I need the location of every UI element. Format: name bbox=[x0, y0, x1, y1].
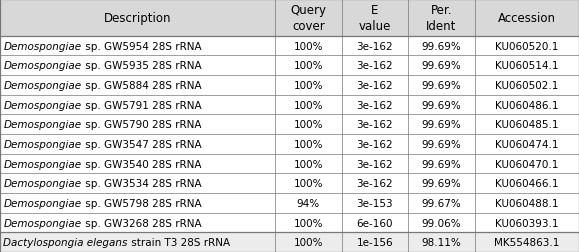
Text: KU060502.1: KU060502.1 bbox=[495, 81, 559, 90]
Text: 3e-153: 3e-153 bbox=[357, 198, 393, 208]
Text: sp. GW3540 28S rRNA: sp. GW3540 28S rRNA bbox=[82, 159, 201, 169]
Text: Demospongiae: Demospongiae bbox=[3, 218, 82, 228]
Text: Accession: Accession bbox=[498, 12, 556, 25]
Text: 3e-162: 3e-162 bbox=[357, 120, 393, 130]
Text: Demospongiae: Demospongiae bbox=[3, 41, 82, 51]
Text: KU060514.1: KU060514.1 bbox=[495, 61, 559, 71]
Text: sp. GW5954 28S rRNA: sp. GW5954 28S rRNA bbox=[82, 41, 201, 51]
Text: sp. GW5884 28S rRNA: sp. GW5884 28S rRNA bbox=[82, 81, 201, 90]
Text: Query
cover: Query cover bbox=[290, 4, 327, 33]
Text: MK554863.1: MK554863.1 bbox=[494, 237, 559, 247]
Text: sp. GW3547 28S rRNA: sp. GW3547 28S rRNA bbox=[82, 139, 201, 149]
Text: KU060486.1: KU060486.1 bbox=[495, 100, 559, 110]
Text: sp. GW5790 28S rRNA: sp. GW5790 28S rRNA bbox=[82, 120, 201, 130]
Text: KU060485.1: KU060485.1 bbox=[495, 120, 559, 130]
Text: 100%: 100% bbox=[294, 81, 323, 90]
Text: Demospongiae: Demospongiae bbox=[3, 61, 82, 71]
Text: 3e-162: 3e-162 bbox=[357, 159, 393, 169]
Text: Demospongiae: Demospongiae bbox=[3, 159, 82, 169]
Text: E
value: E value bbox=[359, 4, 391, 33]
Bar bbox=[0, 232, 579, 252]
Text: Demospongiae: Demospongiae bbox=[3, 178, 82, 188]
Text: Demospongiae: Demospongiae bbox=[3, 120, 82, 130]
Text: Demospongiae: Demospongiae bbox=[3, 139, 82, 149]
Text: Demospongiae: Demospongiae bbox=[3, 100, 82, 110]
Text: 3e-162: 3e-162 bbox=[357, 178, 393, 188]
Text: strain T3 28S rRNA: strain T3 28S rRNA bbox=[128, 237, 230, 247]
Text: KU060393.1: KU060393.1 bbox=[495, 218, 559, 228]
Text: sp. GW5791 28S rRNA: sp. GW5791 28S rRNA bbox=[82, 100, 201, 110]
Text: 100%: 100% bbox=[294, 178, 323, 188]
Text: sp. GW5935 28S rRNA: sp. GW5935 28S rRNA bbox=[82, 61, 201, 71]
Text: 100%: 100% bbox=[294, 159, 323, 169]
Text: 99.69%: 99.69% bbox=[422, 41, 461, 51]
Text: 1e-156: 1e-156 bbox=[357, 237, 393, 247]
Text: KU060466.1: KU060466.1 bbox=[495, 178, 559, 188]
Text: sp. GW5798 28S rRNA: sp. GW5798 28S rRNA bbox=[82, 198, 201, 208]
Text: sp. GW3268 28S rRNA: sp. GW3268 28S rRNA bbox=[82, 218, 201, 228]
Text: Demospongiae: Demospongiae bbox=[3, 198, 82, 208]
Text: 99.69%: 99.69% bbox=[422, 139, 461, 149]
Text: Per.
Ident: Per. Ident bbox=[426, 4, 457, 33]
Text: KU060520.1: KU060520.1 bbox=[495, 41, 559, 51]
Text: 100%: 100% bbox=[294, 41, 323, 51]
Text: 3e-162: 3e-162 bbox=[357, 41, 393, 51]
Text: 100%: 100% bbox=[294, 237, 323, 247]
Text: Dactylospongia elegans: Dactylospongia elegans bbox=[3, 237, 128, 247]
Text: 99.69%: 99.69% bbox=[422, 61, 461, 71]
Text: 94%: 94% bbox=[297, 198, 320, 208]
Text: 99.06%: 99.06% bbox=[422, 218, 461, 228]
Text: 100%: 100% bbox=[294, 139, 323, 149]
Text: sp. GW3534 28S rRNA: sp. GW3534 28S rRNA bbox=[82, 178, 201, 188]
Text: 3e-162: 3e-162 bbox=[357, 100, 393, 110]
Text: 100%: 100% bbox=[294, 100, 323, 110]
Text: 6e-160: 6e-160 bbox=[357, 218, 393, 228]
Text: 3e-162: 3e-162 bbox=[357, 81, 393, 90]
Text: 3e-162: 3e-162 bbox=[357, 139, 393, 149]
Text: 98.11%: 98.11% bbox=[422, 237, 461, 247]
Text: 99.69%: 99.69% bbox=[422, 81, 461, 90]
Text: 100%: 100% bbox=[294, 120, 323, 130]
Text: 99.67%: 99.67% bbox=[422, 198, 461, 208]
Text: 99.69%: 99.69% bbox=[422, 159, 461, 169]
Text: 100%: 100% bbox=[294, 218, 323, 228]
Text: 99.69%: 99.69% bbox=[422, 178, 461, 188]
Bar bbox=[0, 0, 579, 37]
Text: Demospongiae: Demospongiae bbox=[3, 81, 82, 90]
Text: 99.69%: 99.69% bbox=[422, 120, 461, 130]
Text: 99.69%: 99.69% bbox=[422, 100, 461, 110]
Text: KU060474.1: KU060474.1 bbox=[495, 139, 559, 149]
Text: 100%: 100% bbox=[294, 61, 323, 71]
Text: KU060488.1: KU060488.1 bbox=[495, 198, 559, 208]
Text: 3e-162: 3e-162 bbox=[357, 61, 393, 71]
Text: Description: Description bbox=[104, 12, 171, 25]
Text: KU060470.1: KU060470.1 bbox=[495, 159, 559, 169]
